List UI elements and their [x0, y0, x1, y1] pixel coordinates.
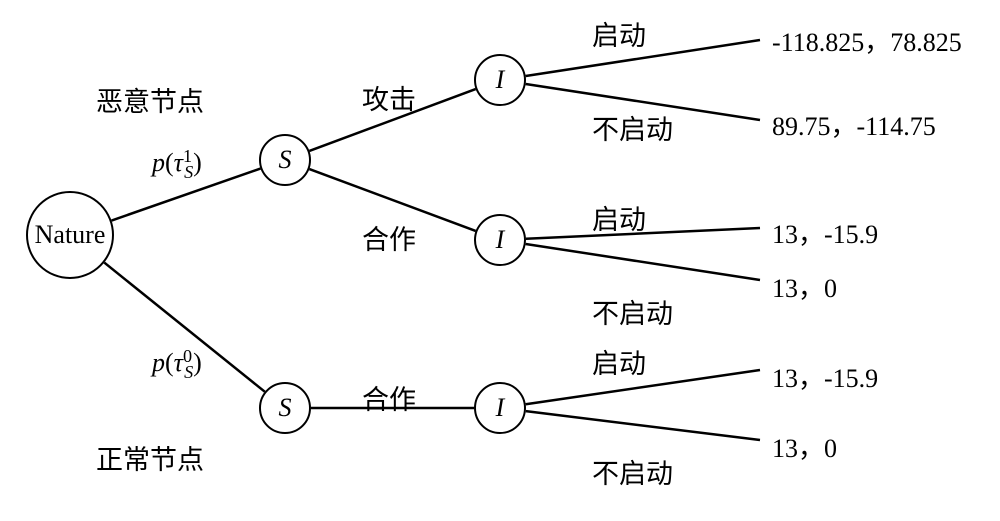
cooperate-label-1: 合作	[362, 218, 416, 257]
payoff-2: 89.75，-114.75	[772, 106, 936, 143]
i-node-2: I	[474, 214, 526, 266]
i-node-3-label: I	[496, 393, 505, 423]
prob-1-prefix: p	[152, 148, 165, 177]
start-label-3: 启动	[592, 342, 646, 381]
start-label-2: 启动	[592, 198, 646, 237]
attack-label: 攻击	[362, 78, 416, 117]
start-label-1: 启动	[592, 14, 646, 53]
prob-0-var: τ	[174, 348, 183, 377]
s-node-2: S	[259, 382, 311, 434]
nostart-label-2: 不启动	[592, 292, 673, 331]
i-node-2-label: I	[496, 225, 505, 255]
s-node-1-label: S	[279, 145, 292, 175]
prob-0-sub: S	[184, 362, 193, 382]
nature-label: Nature	[35, 220, 106, 250]
i-node-1-label: I	[496, 65, 505, 95]
payoff-3: 13，-15.9	[772, 214, 878, 251]
cooperate-label-2: 合作	[362, 378, 416, 417]
prob-1-var: τ	[174, 148, 183, 177]
nostart-label-1: 不启动	[592, 108, 673, 147]
prob-label-1: p(τ1S)	[152, 148, 202, 178]
i-node-3: I	[474, 382, 526, 434]
payoff-4: 13，0	[772, 268, 837, 305]
payoff-5: 13，-15.9	[772, 358, 878, 395]
normal-type-label: 正常节点	[96, 438, 204, 477]
payoff-1: -118.825，78.825	[772, 22, 962, 59]
malicious-type-label: 恶意节点	[96, 80, 204, 119]
nature-node: Nature	[26, 191, 114, 279]
prob-1-sub: S	[184, 162, 193, 182]
s-node-1: S	[259, 134, 311, 186]
payoff-6: 13，0	[772, 428, 837, 465]
prob-0-prefix: p	[152, 348, 165, 377]
prob-label-0: p(τ0S)	[152, 348, 202, 378]
s-node-2-label: S	[279, 393, 292, 423]
nostart-label-3: 不启动	[592, 452, 673, 491]
i-node-1: I	[474, 54, 526, 106]
